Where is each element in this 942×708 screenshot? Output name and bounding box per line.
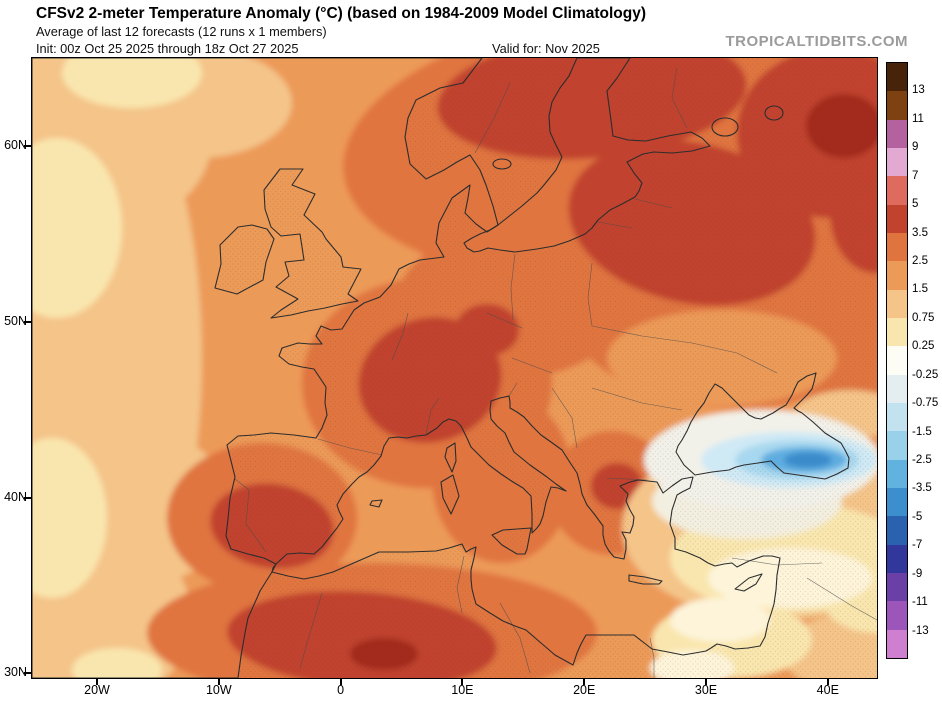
chart-title: CFSv2 2-meter Temperature Anomaly (°C) (… — [36, 5, 646, 22]
y-axis-tick-label: 50N — [4, 313, 27, 328]
site-watermark: TROPICALTIDBITS.COM — [725, 33, 908, 50]
colorbar-tick-label: -13 — [912, 624, 929, 637]
colorbar — [886, 62, 908, 659]
europe-anomaly-map — [32, 58, 877, 678]
colorbar-tick-label: 11 — [912, 112, 924, 125]
coastlines — [32, 58, 850, 678]
init-time-label: Init: 00z Oct 25 2025 through 18z Oct 27… — [36, 41, 299, 56]
colorbar-tick-label: 7 — [912, 169, 919, 182]
x-axis-tick — [826, 679, 829, 685]
colorbar-segment — [887, 346, 907, 375]
x-axis-tick-label: 40E — [816, 683, 839, 697]
x-axis-tick — [461, 679, 464, 685]
colorbar-segment — [887, 176, 907, 205]
colorbar-tick-label: -1.5 — [912, 425, 932, 438]
colorbar-segment — [887, 544, 907, 573]
y-axis-tick — [24, 672, 31, 675]
colorbar-segment — [887, 317, 907, 347]
colorbar-segment — [887, 629, 907, 658]
colorbar-segment — [887, 147, 907, 177]
x-axis-tick — [96, 679, 98, 685]
colorbar-tick-label: -3.5 — [912, 482, 932, 495]
x-axis-tick-label: 20E — [573, 683, 596, 697]
x-axis-tick-label: 10E — [451, 683, 474, 697]
map-plot-area — [31, 57, 878, 679]
colorbar-tick-label: 0.75 — [912, 311, 935, 324]
y-axis-tick — [24, 496, 31, 499]
colorbar-tick-label: 1.5 — [912, 283, 928, 296]
colorbar-segment — [887, 572, 907, 602]
run-info-line: Init: 00z Oct 25 2025 through 18z Oct 27… — [36, 41, 856, 56]
colorbar-segment — [887, 431, 907, 460]
colorbar-tick-label: -0.75 — [912, 397, 939, 410]
x-axis-tick-label: 30E — [694, 683, 718, 697]
x-axis-tick — [583, 679, 586, 685]
colorbar-tick-label: -9 — [912, 567, 923, 580]
colorbar-tick-label: 5 — [912, 198, 919, 211]
x-axis-tick — [705, 679, 707, 685]
x-axis-tick-label: 20W — [84, 683, 110, 697]
colorbar-segment — [887, 459, 907, 488]
colorbar-segment — [887, 91, 907, 120]
colorbar-tick-label: -5 — [912, 510, 923, 523]
colorbar-segment — [887, 601, 907, 630]
y-axis-tick-label: 60N — [4, 138, 27, 152]
colorbar-tick-label: -0.25 — [912, 368, 939, 381]
colorbar-segment — [887, 374, 907, 403]
colorbar-tick-label: -7 — [912, 539, 923, 552]
colorbar-tick-label: -2.5 — [912, 454, 932, 467]
colorbar-segment — [887, 232, 907, 262]
colorbar-segment — [887, 402, 907, 432]
colorbar-segment — [887, 516, 907, 545]
colorbar-segment — [887, 487, 907, 517]
colorbar-tick-label: 13 — [912, 84, 925, 97]
valid-time-label: Valid for: Nov 2025 — [492, 41, 600, 56]
x-axis-tick-label: 0 — [337, 683, 345, 697]
y-axis-tick-label: 40N — [4, 489, 27, 504]
colorbar-tick-label: 2.5 — [912, 255, 928, 267]
colorbar-segment — [887, 289, 907, 318]
y-axis-tick — [24, 145, 31, 147]
y-axis-tick-label: 30N — [4, 665, 27, 680]
colorbar-segment — [887, 119, 907, 148]
chart-subtitle: Average of last 12 forecasts (12 runs x … — [36, 24, 327, 39]
colorbar-segment — [887, 204, 907, 233]
admin-borders-texture — [32, 58, 877, 678]
colorbar-tick-label: 9 — [912, 141, 919, 154]
y-axis-tick — [24, 320, 31, 323]
colorbar-tick-label: 3.5 — [912, 226, 928, 239]
country-borders — [234, 67, 877, 678]
colorbar-segment — [887, 63, 907, 92]
x-axis-tick — [217, 679, 220, 685]
colorbar-segment — [887, 261, 907, 290]
x-axis-tick — [339, 679, 342, 685]
x-axis-tick-label: 10W — [205, 683, 232, 697]
colorbar-tick-label: 0.25 — [912, 340, 935, 353]
colorbar-tick-label: -11 — [912, 596, 928, 609]
